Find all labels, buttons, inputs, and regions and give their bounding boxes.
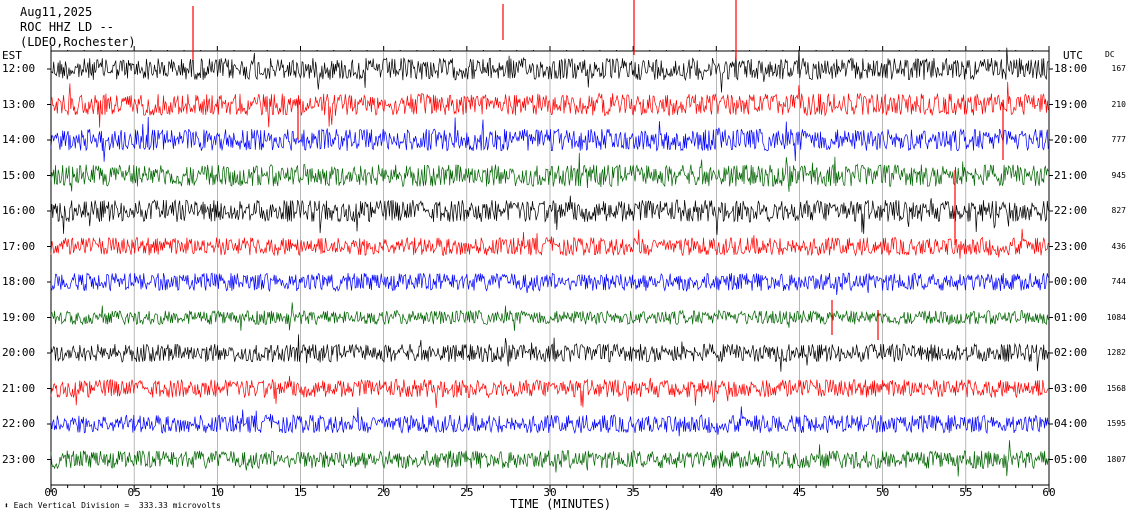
utc-label: 01:00 (1054, 310, 1088, 324)
utc-label: 19:00 (1054, 97, 1088, 111)
est-label: 18:00 (2, 275, 36, 288)
utc-label: 00:00 (1054, 275, 1088, 288)
dc-value: 945 (1111, 170, 1126, 180)
x-tick-label: 20 (377, 486, 391, 499)
x-tick-label: 50 (876, 486, 890, 499)
location-label: (LDEO,Rochester) (20, 35, 136, 49)
trace-1600 (50, 195, 1049, 235)
x-tick-label: 60 (1042, 486, 1056, 499)
utc-label: 02:00 (1054, 346, 1088, 359)
scale-note: ⬍ Each Vertical Division = 333.33 microv… (4, 501, 221, 510)
trace-1800 (50, 272, 1049, 296)
x-tick-label: 30 (543, 486, 557, 499)
est-label: 22:00 (2, 417, 36, 430)
trace-1200 (50, 47, 1049, 93)
x-tick-label: 40 (709, 486, 723, 499)
dc-value: 436 (1111, 241, 1126, 251)
est-label: 16:00 (2, 204, 36, 217)
x-axis-label: TIME (MINUTES) (510, 497, 612, 511)
x-tick-label: 45 (792, 486, 807, 499)
date-label: Aug11,2025 (20, 5, 93, 19)
x-tick-label: 15 (293, 486, 308, 499)
trace-1900 (50, 302, 1049, 331)
x-tick-label: 05 (127, 486, 141, 499)
station-label: ROC HHZ LD -- (20, 20, 114, 34)
dc-value: 777 (1111, 135, 1126, 144)
utc-label: 20:00 (1054, 133, 1088, 146)
scale-note-text: Each Vertical Division = 333.33 microvol… (13, 501, 221, 510)
dc-value: 1595 (1106, 419, 1126, 428)
utc-axis-title: UTC (1063, 49, 1083, 62)
utc-label: 23:00 (1054, 239, 1088, 253)
est-label: 20:00 (2, 346, 36, 359)
utc-label: 18:00 (1054, 62, 1088, 75)
dc-value: 1084 (1106, 312, 1126, 322)
utc-label: 22:00 (1054, 204, 1088, 217)
dc-value: 167 (1111, 64, 1126, 73)
dc-column-title: DC (1105, 50, 1115, 59)
x-tick-label: 00 (44, 486, 58, 499)
est-label: 19:00 (2, 310, 36, 324)
est-label: 23:00 (2, 452, 36, 466)
est-label: 21:00 (2, 381, 36, 395)
x-tick-label: 35 (626, 486, 640, 499)
est-label: 12:00 (2, 62, 36, 75)
est-label: 13:00 (2, 97, 36, 111)
trace-2300 (50, 440, 1049, 477)
trace-1700 (50, 228, 1049, 259)
est-axis-title: EST (2, 49, 22, 62)
dc-value: 1568 (1106, 383, 1126, 393)
est-label: 17:00 (2, 239, 36, 253)
dc-value: 827 (1111, 206, 1126, 215)
trace-2100 (50, 375, 1049, 409)
trace-1400 (50, 116, 1049, 162)
utc-label: 21:00 (1054, 168, 1088, 182)
utc-label: 03:00 (1054, 381, 1088, 395)
trace-2000 (50, 334, 1049, 372)
x-tick-label: 55 (959, 486, 973, 499)
scale-icon: ⬍ (4, 501, 9, 510)
x-tick-label: 25 (460, 486, 474, 499)
dc-value: 210 (1111, 99, 1126, 109)
dc-value: 1807 (1106, 454, 1126, 464)
trace-2200 (50, 406, 1049, 437)
dc-value: 744 (1111, 277, 1126, 286)
dc-value: 1282 (1106, 348, 1126, 357)
est-label: 14:00 (2, 133, 36, 146)
utc-label: 05:00 (1054, 452, 1088, 466)
trace-1500 (50, 152, 1049, 192)
trace-1300 (50, 81, 1049, 128)
est-label: 15:00 (2, 168, 36, 182)
x-tick-label: 10 (210, 486, 224, 499)
utc-label: 04:00 (1054, 417, 1088, 430)
